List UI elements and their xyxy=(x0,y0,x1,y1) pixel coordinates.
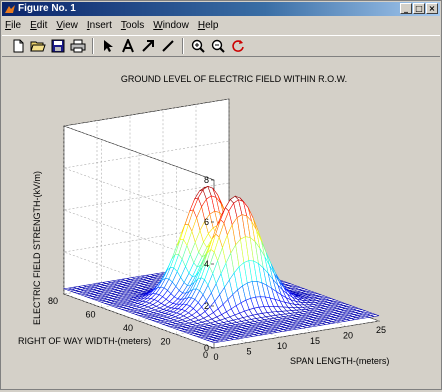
text-icon[interactable] xyxy=(120,38,136,54)
menu-help[interactable]: Help xyxy=(198,20,219,31)
menu-tools[interactable]: Tools xyxy=(121,20,144,31)
x-tick-label: 15 xyxy=(310,336,320,346)
rotate-icon[interactable] xyxy=(230,38,246,54)
x-axis-label: SPAN LENGTH-(meters) xyxy=(290,356,389,366)
toolbar-separator xyxy=(182,38,184,54)
pointer-icon[interactable] xyxy=(100,38,116,54)
figure-canvas[interactable]: GROUND LEVEL OF ELECTRIC FIELD WITHIN R.… xyxy=(2,58,440,389)
x-tick-label: 10 xyxy=(277,341,287,351)
z-tick-label: 2 xyxy=(204,301,209,311)
matlab-app-icon xyxy=(5,4,15,14)
y-tick-label: 0 xyxy=(203,350,208,360)
toolbar xyxy=(2,35,440,57)
z-tick-label: 6 xyxy=(204,217,209,227)
menu-edit[interactable]: Edit xyxy=(30,20,47,31)
z-tick-label: 4 xyxy=(204,259,209,269)
surface-plot[interactable]: GROUND LEVEL OF ELECTRIC FIELD WITHIN R.… xyxy=(2,58,440,389)
x-tick-label: 25 xyxy=(376,325,386,335)
open-folder-icon[interactable] xyxy=(30,38,46,54)
print-icon[interactable] xyxy=(70,38,86,54)
new-file-icon[interactable] xyxy=(10,38,26,54)
maximize-button[interactable]: □ xyxy=(413,3,425,14)
arrow-icon[interactable] xyxy=(140,38,156,54)
zoom-out-icon[interactable] xyxy=(210,38,226,54)
zoom-in-icon[interactable] xyxy=(190,38,206,54)
menu-view[interactable]: View xyxy=(56,20,78,31)
y-tick-label: 20 xyxy=(160,337,170,347)
y-axis-label: RIGHT OF WAY WIDTH-(meters) xyxy=(18,336,151,346)
menu-insert[interactable]: Insert xyxy=(87,20,112,31)
x-tick-label: 20 xyxy=(343,330,353,340)
z-tick-label: 8 xyxy=(204,175,209,185)
menu-window[interactable]: Window xyxy=(153,20,189,31)
chart-title: GROUND LEVEL OF ELECTRIC FIELD WITHIN R.… xyxy=(121,74,347,84)
window-title: Figure No. 1 xyxy=(18,3,76,14)
line-icon[interactable] xyxy=(160,38,176,54)
z-axis-label: ELECTRIC FIELD STRENGTH-(kV/m) xyxy=(32,171,42,325)
minimize-button[interactable]: _ xyxy=(400,3,412,14)
save-icon[interactable] xyxy=(50,38,66,54)
menu-file[interactable]: File xyxy=(5,20,21,31)
close-button[interactable]: × xyxy=(426,3,438,14)
title-bar[interactable]: Figure No. 1 _ □ × xyxy=(2,2,440,16)
toolbar-separator xyxy=(92,38,94,54)
menu-bar: File Edit View Insert Tools Window Help xyxy=(2,17,440,33)
y-tick-label: 80 xyxy=(48,296,58,306)
x-tick-label: 0 xyxy=(213,352,218,362)
y-tick-label: 60 xyxy=(85,310,95,320)
y-tick-label: 40 xyxy=(123,323,133,333)
x-tick-label: 5 xyxy=(246,347,251,357)
